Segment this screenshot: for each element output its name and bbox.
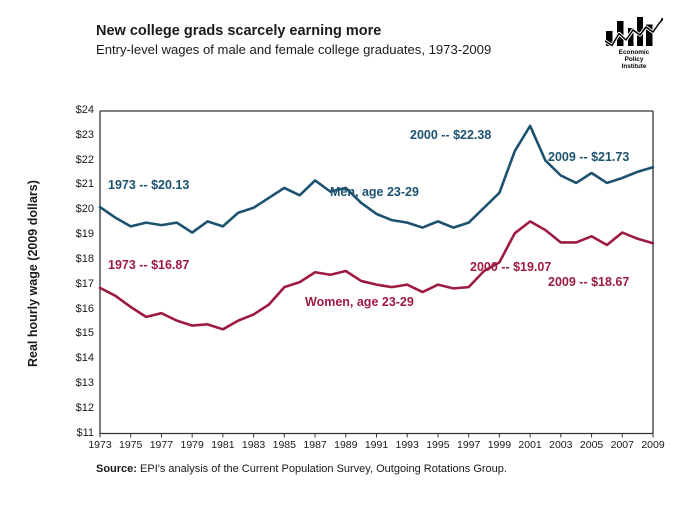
svg-text:Institute: Institute (622, 63, 647, 68)
svg-text:Economic: Economic (619, 49, 650, 56)
svg-text:Policy: Policy (625, 56, 644, 63)
